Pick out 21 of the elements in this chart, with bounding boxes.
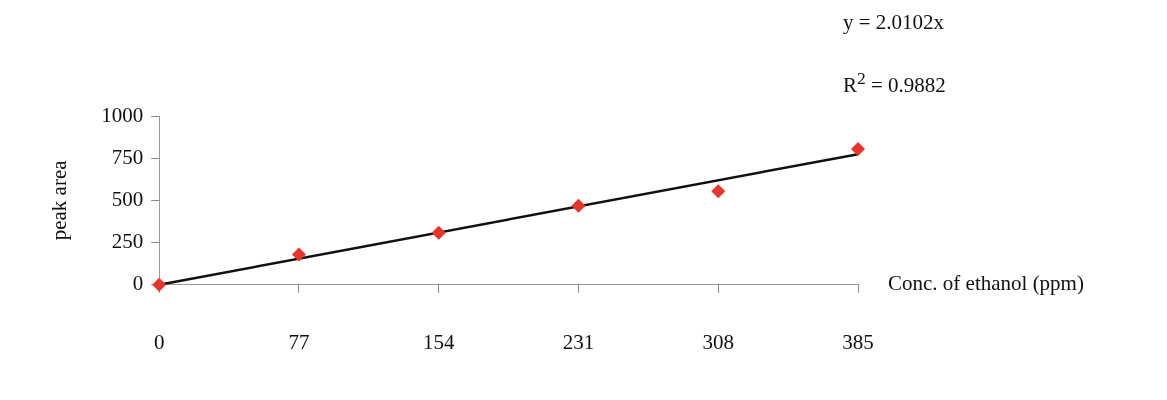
- point: [152, 277, 167, 292]
- text: y = 2.0102x: [843, 10, 945, 35]
- point: [291, 247, 306, 262]
- y-tick-label: 1000: [101, 102, 144, 127]
- text: R$^{2}$ = 0.9882: [843, 68, 946, 98]
- point: [431, 225, 446, 240]
- x-tick-label: 154: [422, 329, 455, 354]
- point: [711, 184, 726, 199]
- y-tick-label: 750: [111, 144, 144, 169]
- point: [851, 142, 865, 157]
- y-tick-label: 0: [132, 271, 144, 296]
- y-axis-title: peak area: [47, 159, 72, 241]
- x-tick-label: 308: [702, 329, 734, 354]
- x-axis-title: Conc. of ethanol (ppm): [888, 271, 1084, 296]
- x-tick-label: 0: [153, 329, 165, 354]
- y-tick-label: 250: [111, 229, 144, 254]
- x-tick-label: 385: [842, 329, 874, 354]
- x-tick-label: 231: [562, 329, 595, 354]
- point: [571, 198, 586, 213]
- y-tick-label: 500: [111, 186, 144, 211]
- x-tick-label: 77: [288, 329, 310, 354]
